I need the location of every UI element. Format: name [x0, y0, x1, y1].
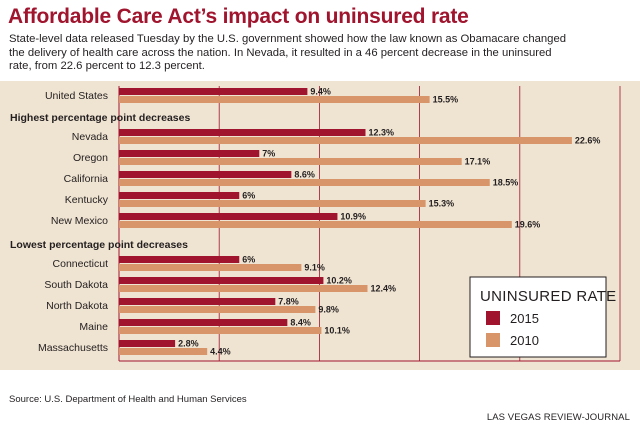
data-label-2010: 15.5% [433, 95, 459, 105]
data-label-2010: 12.4% [370, 284, 396, 294]
bar-2010 [119, 285, 368, 292]
bar-2015 [119, 319, 288, 326]
x-tick-label: 20% [511, 369, 528, 370]
data-label-2015: 12.3% [368, 128, 394, 138]
bar-2015 [119, 340, 176, 347]
data-label-2015: 7.8% [278, 297, 299, 307]
bar-chart: 0 5% 10% 15% 20% 25% United States 9.4% 15.5% Hig… [10, 86, 629, 370]
bar-2015 [119, 298, 276, 305]
data-label-2010: 17.1% [465, 157, 491, 167]
bar-2015 [119, 277, 324, 284]
publisher-credit: LAS VEGAS REVIEW-JOURNAL [486, 412, 630, 423]
category-label: Kentucky [65, 194, 109, 206]
section-label: Lowest percentage point decreases [10, 239, 188, 251]
x-tick-label: 15% [411, 369, 428, 370]
category-label: Maine [79, 321, 108, 333]
bar-2015 [119, 150, 260, 157]
chart-subtitle: State-level data released Tuesday by the… [9, 33, 567, 72]
legend-label-2010: 2010 [510, 333, 539, 348]
bar-2010 [119, 221, 512, 228]
legend-title: UNINSURED RATE [480, 288, 616, 305]
bar-2010 [119, 96, 430, 103]
bar-2010 [119, 327, 322, 334]
bar-2010 [119, 137, 572, 144]
bar-2015 [119, 192, 240, 199]
bar-2015 [119, 213, 338, 220]
data-label-2015: 8.4% [290, 318, 311, 328]
data-label-2010: 10.1% [324, 326, 350, 336]
category-label: South Dakota [44, 279, 108, 291]
legend-label-2015: 2015 [510, 311, 539, 326]
bar-2010 [119, 306, 316, 313]
bar-2015 [119, 256, 240, 263]
category-label: Oregon [73, 152, 108, 164]
data-label-2010: 9.1% [304, 263, 325, 273]
x-tick-label: 0 [117, 369, 122, 370]
data-label-2010: 9.8% [318, 305, 339, 315]
section-label: Highest percentage point decreases [10, 112, 190, 124]
data-label-2010: 4.4% [210, 347, 231, 357]
data-label-2010: 22.6% [575, 136, 601, 146]
bar-2010 [119, 200, 426, 207]
legend-swatch-2015 [486, 311, 500, 325]
category-label: California [64, 173, 109, 185]
data-label-2015: 6% [242, 191, 255, 201]
chart-panel: 0 5% 10% 15% 20% 25% United States 9.4% 15.5% Hig… [0, 81, 640, 370]
data-label-2015: 10.2% [326, 276, 352, 286]
data-label-2015: 9.4% [310, 87, 331, 97]
legend-swatch-2010 [486, 333, 500, 347]
bar-2015 [119, 129, 366, 136]
category-label: Massachusetts [38, 342, 108, 354]
data-label-2010: 19.6% [515, 220, 541, 230]
bar-2010 [119, 158, 462, 165]
category-label: North Dakota [46, 300, 108, 312]
chart-title: Affordable Care Act’s impact on uninsure… [8, 5, 469, 28]
data-label-2015: 6% [242, 255, 255, 265]
x-tick-label: 10% [311, 369, 328, 370]
bar-2015 [119, 88, 308, 95]
source-note: Source: U.S. Department of Health and Hu… [9, 394, 247, 405]
data-label-2010: 15.3% [429, 199, 455, 209]
x-tick-label: 5% [213, 369, 226, 370]
data-label-2010: 18.5% [493, 178, 519, 188]
bar-2010 [119, 264, 302, 271]
x-tick-label: 25% [611, 369, 628, 370]
data-label-2015: 2.8% [178, 339, 199, 349]
bar-2015 [119, 171, 292, 178]
category-label: New Mexico [51, 215, 108, 227]
category-label: Nevada [72, 131, 108, 143]
category-label: Connecticut [53, 258, 109, 270]
bar-2010 [119, 179, 490, 186]
data-label-2015: 8.6% [294, 170, 315, 180]
data-label-2015: 10.9% [340, 212, 366, 222]
data-label-2015: 7% [262, 149, 275, 159]
bar-2010 [119, 348, 208, 355]
category-label: United States [45, 90, 108, 102]
